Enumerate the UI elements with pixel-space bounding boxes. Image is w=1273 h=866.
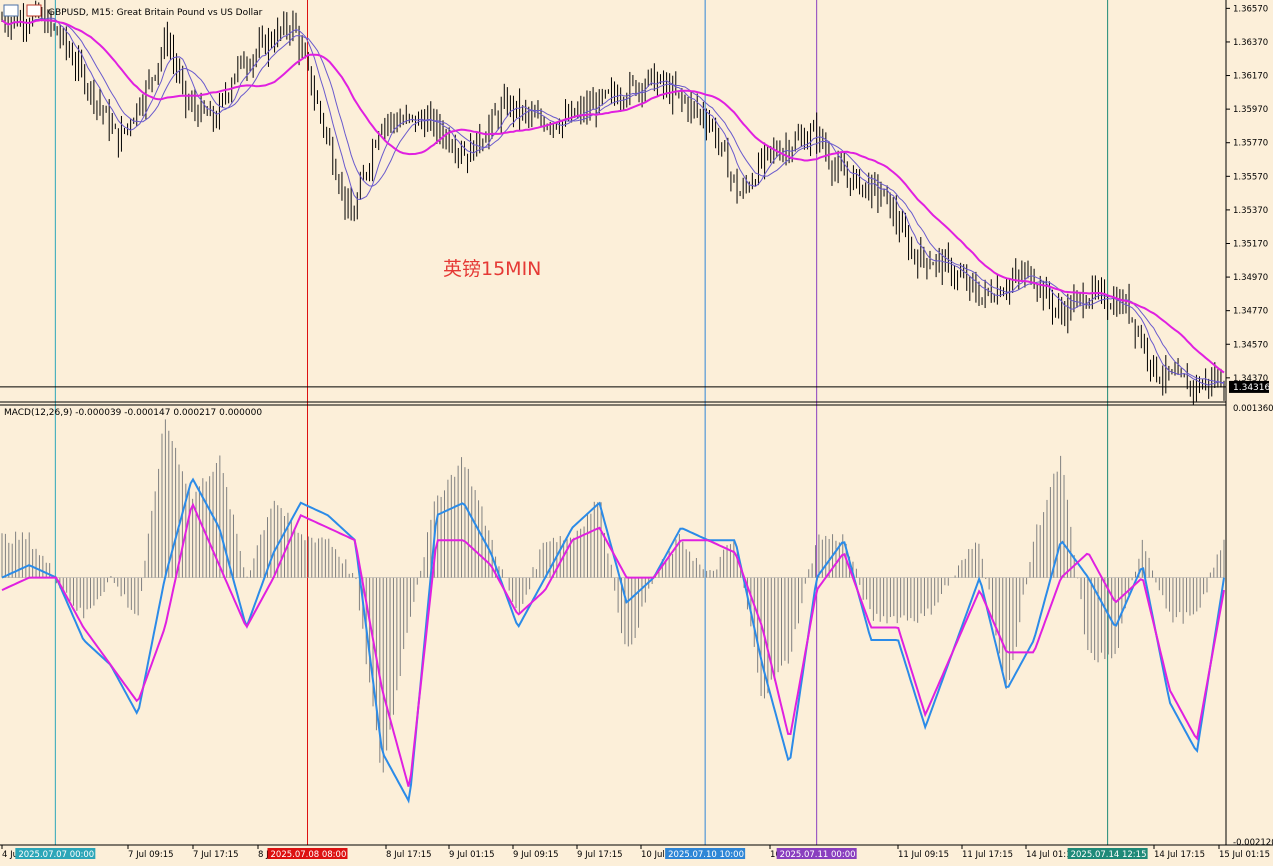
ma-mid-line (1, 19, 1225, 384)
time-tick-label: 8 Jul 17:15 (386, 850, 432, 860)
ma-fast-line (1, 17, 1224, 386)
time-tick-label: 10 Jul (641, 850, 665, 860)
time-tick-label: 8 Jul (258, 850, 276, 860)
time-tick-label: 9 Jul 09:15 (513, 850, 559, 860)
price-tick-label: 1.35170 (1233, 239, 1268, 249)
price-tick-label: 1.36170 (1233, 72, 1268, 82)
time-marker-label: 2025.07.07 00:00 (18, 850, 94, 860)
time-tick-label: 14 Jul 17:15 (1154, 850, 1205, 860)
time-tick-label: 9 Jul 01:15 (449, 850, 495, 860)
macd-panel[interactable] (1, 419, 1225, 804)
price-panel[interactable] (1, 0, 1225, 845)
macd-title: MACD(12,26,9) -0.000039 -0.000147 0.0002… (4, 408, 262, 418)
time-marker-label: 2025.07.14 12:15 (1071, 850, 1147, 860)
price-tick-label: 1.34970 (1233, 273, 1268, 283)
chart-annotation: 英镑15MIN (443, 258, 541, 280)
menu-icon[interactable] (3, 4, 19, 17)
time-tick-label: 7 Jul 09:15 (128, 850, 174, 860)
symbol-header: GBPUSD, M15: Great Britain Pound vs US D… (3, 4, 263, 18)
macd-signal-line (1, 502, 1225, 787)
time-marker-tag (665, 848, 746, 859)
chart-type-icon[interactable] (26, 4, 42, 17)
price-tick-label: 1.34570 (1233, 340, 1268, 350)
symbol-title: GBPUSD, M15: Great Britain Pound vs US D… (48, 8, 263, 18)
price-tick-label: 1.35370 (1233, 206, 1268, 216)
time-marker-label: 2025.07.10 10:00 (668, 850, 744, 860)
time-marker-tag (267, 848, 348, 859)
price-tick-label: 1.34770 (1233, 307, 1268, 317)
price-tick-label: 1.36570 (1233, 4, 1268, 14)
time-tick-label: 9 Jul 17:15 (577, 850, 623, 860)
time-tick-label: 11 Jul 17:15 (962, 850, 1013, 860)
price-tick-label: 1.35770 (1233, 139, 1268, 149)
time-tick-label: 4 Jul (2, 850, 20, 860)
time-marker-tag (15, 848, 96, 859)
current-price-tag (1229, 380, 1269, 393)
time-tick-label: 7 Jul 17:15 (193, 850, 239, 860)
macd-tick-label: -0.002120 (1233, 838, 1273, 848)
ma-slow-line (1, 18, 1225, 374)
current-price-label: 1.34316 (1233, 383, 1270, 393)
macd-tick-label: 0.001360 (1233, 404, 1273, 414)
price-tick-label: 1.36370 (1233, 38, 1268, 48)
time-marker-tag (776, 848, 857, 859)
price-tick-label: 1.35570 (1233, 172, 1268, 182)
time-marker-label: 2025.07.08 08:00 (271, 850, 347, 860)
time-tick-label: 14 Jul 01:15 (1026, 850, 1077, 860)
time-tick-label: 15 Jul 01:15 (1219, 850, 1270, 860)
price-tick-label: 1.35970 (1233, 105, 1268, 115)
time-tick-label: 11 Jul 09:15 (898, 850, 949, 860)
price-tick-label: 1.34370 (1233, 374, 1268, 384)
time-marker-tag (1067, 848, 1148, 859)
time-marker-label: 2025.07.11 00:00 (780, 850, 856, 860)
